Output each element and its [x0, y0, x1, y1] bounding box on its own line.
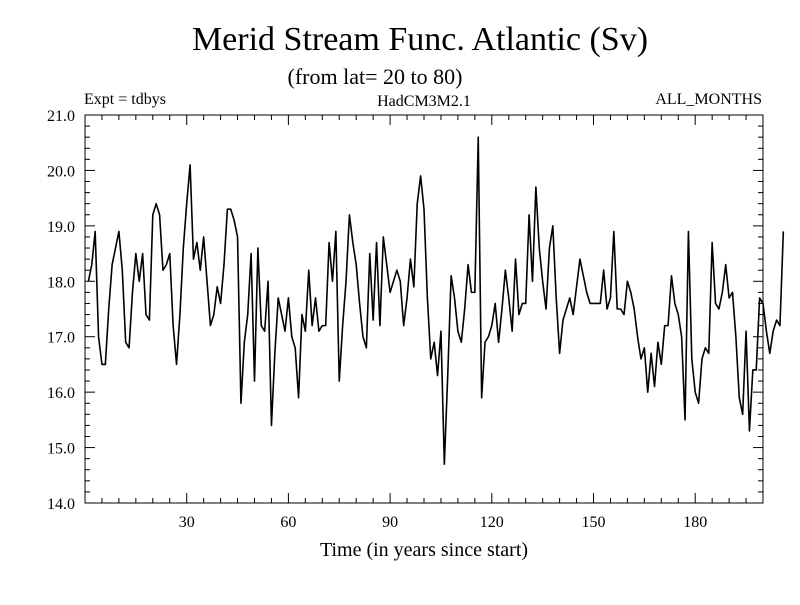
x-tick-label: 150	[582, 514, 606, 531]
y-tick-label: 15.0	[47, 441, 75, 458]
y-tick-label: 16.0	[47, 385, 75, 402]
y-tick-label: 19.0	[47, 219, 75, 236]
x-tick-label: 30	[179, 514, 195, 531]
y-tick-label: 21.0	[47, 108, 75, 125]
series-group	[87, 136, 785, 466]
axes: 30 60 90 120 150 180 14.0 15.0 16.0 17.0 18.0 19.0 2…	[47, 108, 764, 531]
x-tick-label: 90	[382, 514, 398, 531]
y-tick-label: 18.0	[47, 274, 75, 291]
y-tick-label: 14.0	[47, 496, 75, 513]
months-label: ALL_MONTHS	[655, 91, 762, 108]
y-tick-label: 17.0	[47, 330, 75, 347]
x-tick-label: 120	[480, 514, 504, 531]
plot-frame	[84, 114, 764, 504]
chart-subtitle: (from lat= 20 to 80)	[288, 64, 463, 89]
y-tick-label: 20.0	[47, 163, 75, 180]
model-label: HadCM3M2.1	[377, 93, 471, 110]
experiment-label: Expt = tdbys	[84, 91, 166, 108]
chart-title: Merid Stream Func. Atlantic (Sv)	[192, 21, 648, 58]
series-line	[87, 136, 785, 466]
x-tick-label: 60	[280, 514, 296, 531]
x-tick-label: 180	[683, 514, 707, 531]
x-axis-label: Time (in years since start)	[320, 539, 528, 561]
